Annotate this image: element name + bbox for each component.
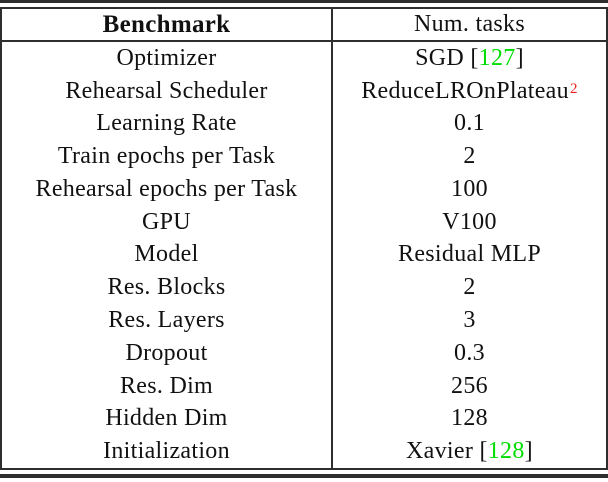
- header-num-tasks: Num. tasks: [414, 11, 525, 37]
- benchmark-cell: Rehearsal epochs per Task: [2, 173, 333, 206]
- value-cell: V100: [333, 206, 606, 239]
- top-rule: [0, 0, 608, 3]
- value-cell: 100: [333, 173, 606, 206]
- benchmark-cell: Rehearsal Scheduler: [2, 74, 333, 108]
- value-cell: 2: [333, 271, 606, 304]
- header-benchmark: Benchmark: [2, 9, 333, 40]
- citation-link[interactable]: 128: [487, 438, 525, 465]
- value-text: 3: [463, 307, 476, 333]
- value-text: 0.3: [454, 339, 485, 366]
- value-text: ]: [515, 44, 524, 71]
- value-text: SGD [: [415, 44, 479, 71]
- value-text: ]: [524, 438, 533, 465]
- table-row: Hidden Dim 128: [2, 402, 606, 436]
- value-text: 100: [451, 175, 488, 202]
- benchmark-cell: Res. Blocks: [2, 271, 333, 305]
- value-text: 0.1: [454, 110, 485, 137]
- value-cell: 2: [333, 140, 606, 173]
- hyperparameters-table: Benchmark Num. tasks Optimizer SGD [127] R…: [0, 7, 608, 470]
- value-cell: 3: [333, 304, 606, 337]
- benchmark-cell: Hidden Dim: [2, 402, 333, 436]
- value-cell: Xavier [128]: [333, 435, 606, 468]
- value-text: 2: [463, 143, 476, 170]
- value-text: Residual MLP: [398, 241, 541, 268]
- table-row: Rehearsal epochs per Task 100: [2, 173, 606, 206]
- value-cell: Residual MLP: [333, 239, 606, 272]
- table-body: Optimizer SGD [127] Rehearsal Scheduler Red…: [2, 42, 606, 468]
- benchmark-cell: Learning Rate: [2, 107, 333, 141]
- value-text: 2: [463, 274, 476, 301]
- table-header-row: Benchmark Num. tasks: [2, 9, 606, 42]
- value-cell: ReduceLROnPlateau 2: [361, 77, 578, 104]
- benchmark-cell: GPU: [2, 205, 333, 239]
- table-row: Res. Layers 3: [2, 304, 606, 337]
- value-text: ReduceLROnPlateau: [361, 77, 569, 104]
- benchmark-cell: Res. Layers: [2, 304, 333, 337]
- citation-link[interactable]: 127: [478, 44, 516, 71]
- table-row: GPU V100: [2, 205, 606, 239]
- benchmark-cell: Optimizer: [2, 42, 333, 75]
- value-text: Xavier [: [406, 438, 488, 465]
- value-cell: 128: [333, 402, 606, 435]
- benchmark-cell: Train epochs per Task: [2, 140, 333, 174]
- value-cell: 0.1: [333, 108, 606, 141]
- table-row: Model Residual MLP: [2, 238, 606, 272]
- value-text: 256: [451, 372, 488, 399]
- value-cell: SGD [127]: [333, 42, 606, 75]
- table-row: Train epochs per Task 2: [2, 140, 606, 174]
- value-cell: 256: [333, 370, 606, 403]
- table-row: Res. Blocks 2: [2, 271, 606, 305]
- table-row: Rehearsal Scheduler ReduceLROnPlateau 2: [2, 74, 606, 108]
- table-row: Res. Dim 256: [2, 369, 606, 403]
- value-cell: 0.3: [333, 337, 606, 370]
- table-row: Learning Rate 0.1: [2, 107, 606, 141]
- value-text: V100: [442, 208, 497, 235]
- table-row: Initialization Xavier [128]: [2, 435, 606, 468]
- table-row: Dropout 0.3: [2, 336, 606, 370]
- benchmark-cell: Model: [2, 238, 333, 272]
- value-text: 128: [451, 405, 488, 432]
- benchmark-cell: Dropout: [2, 336, 333, 370]
- benchmark-cell: Res. Dim: [2, 369, 333, 403]
- bottom-rule: [0, 474, 608, 478]
- benchmark-cell: Initialization: [2, 435, 333, 468]
- table-row: Optimizer SGD [127]: [2, 42, 606, 75]
